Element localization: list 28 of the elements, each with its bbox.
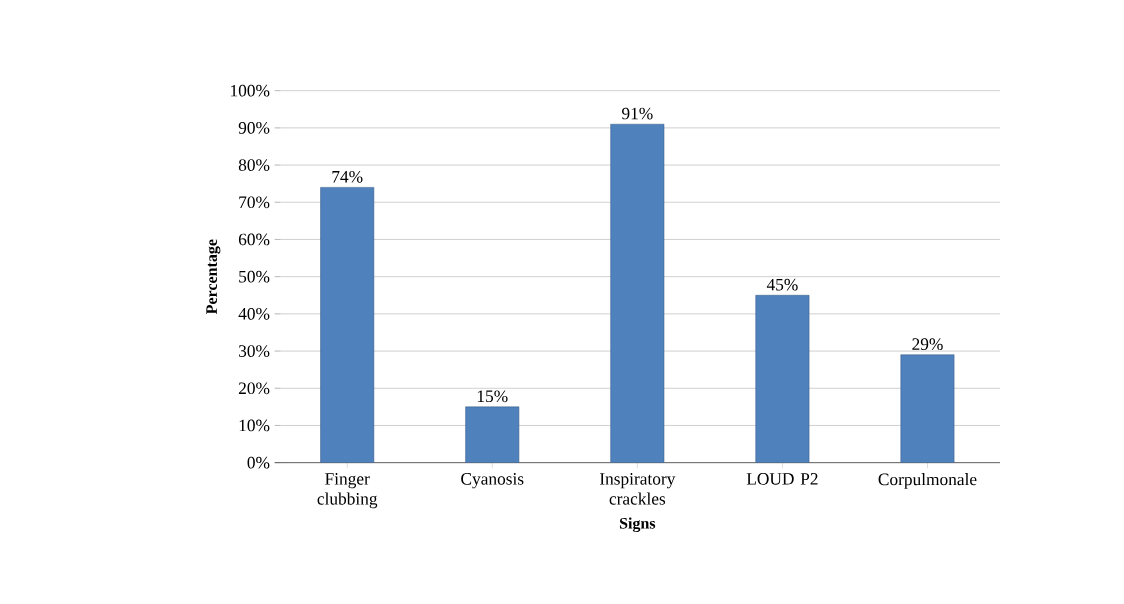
data-label: 29% <box>912 338 943 351</box>
y-tick-label: 70% <box>239 196 270 209</box>
bar <box>320 187 375 463</box>
x-tick-label: Corpulmonale <box>878 473 977 489</box>
y-tick-label: 90% <box>238 121 270 134</box>
y-tick-label: 0% <box>247 456 270 469</box>
data-label: 74% <box>332 170 363 183</box>
y-tick-label: 50% <box>239 270 270 283</box>
data-label: 45% <box>766 278 798 291</box>
data-label: 91% <box>622 107 653 120</box>
data-label: 15% <box>477 390 508 403</box>
bar <box>610 123 665 463</box>
bar <box>755 294 810 463</box>
bar <box>900 354 955 463</box>
y-tick-label: 30% <box>239 345 270 357</box>
y-tick-label: 10% <box>239 419 270 432</box>
x-axis-title: Signs <box>619 517 656 533</box>
y-axis-title: Percentage <box>206 239 221 314</box>
y-tick-label: 20% <box>238 382 270 395</box>
x-tick-label: Finger clubbing <box>317 473 378 509</box>
x-tick-label: Inspiratory crackles <box>599 473 676 505</box>
y-tick-label: 60% <box>238 233 270 246</box>
bar <box>465 406 520 463</box>
y-tick-label: 100% <box>231 84 270 97</box>
y-tick-label: 80% <box>238 159 270 171</box>
x-tick-label: LOUD P2 <box>746 473 818 485</box>
x-tick-label: Cyanosis <box>461 473 524 489</box>
y-tick-label: 40% <box>238 307 270 320</box>
